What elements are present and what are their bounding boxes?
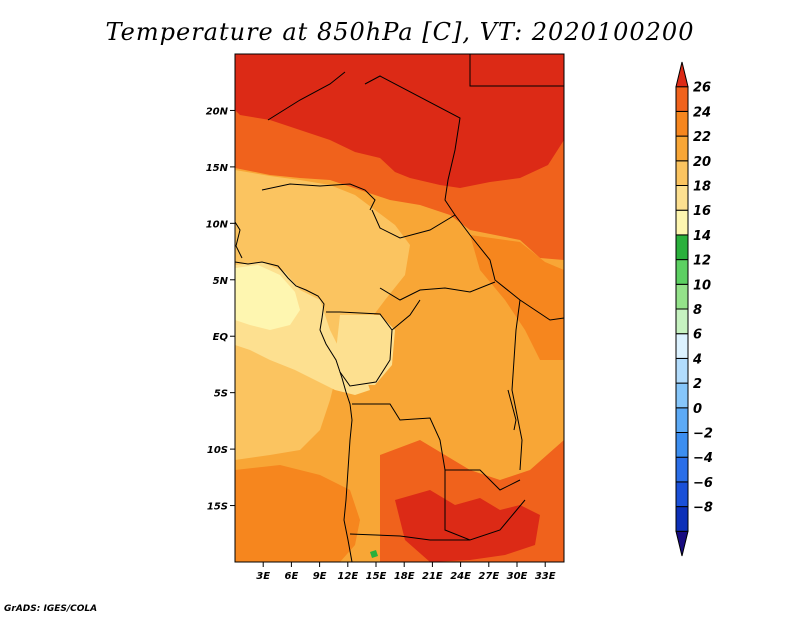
car-border bbox=[371, 209, 521, 301]
colorbar-level-label: 6 bbox=[693, 328, 702, 343]
lat-tick-label: 10N bbox=[206, 219, 229, 230]
colorbar-segment bbox=[675, 160, 689, 187]
car-south-border bbox=[379, 281, 496, 301]
field-south-very-hot bbox=[395, 490, 540, 562]
lon-tick-label: 18E bbox=[394, 571, 415, 582]
colorbar-level-label: −2 bbox=[693, 427, 713, 442]
angola-zambia-border bbox=[444, 470, 526, 541]
colorbar-segment bbox=[675, 530, 689, 557]
colorbar-level-label: 8 bbox=[693, 303, 702, 318]
field-gulf-pale bbox=[235, 265, 300, 330]
colorbar-level-label: −6 bbox=[693, 476, 713, 491]
colorbar-segment bbox=[675, 308, 689, 335]
colorbar-segment bbox=[675, 234, 689, 261]
map-title: Temperature at 850hPa [C], VT: 202010020… bbox=[105, 18, 695, 46]
colorbar-segment bbox=[675, 432, 689, 458]
lat-tick-label: 5S bbox=[214, 389, 228, 400]
field-southwest-orange bbox=[235, 465, 360, 562]
colorbar-segment bbox=[675, 185, 689, 211]
lon-tick-label: 33E bbox=[535, 571, 556, 582]
country-borders bbox=[234, 54, 565, 563]
lon-tick-label: 27E bbox=[478, 571, 499, 582]
lon-tick-label: 30E bbox=[507, 571, 528, 582]
chad-border bbox=[364, 75, 461, 216]
temperature-field bbox=[235, 54, 564, 562]
lon-tick-label: 3E bbox=[256, 571, 270, 582]
field-congo-pale bbox=[335, 315, 395, 385]
colorbar-level-label: 18 bbox=[693, 180, 711, 195]
colorbar-segment bbox=[675, 209, 689, 236]
lon-tick-label: 15E bbox=[366, 571, 387, 582]
lat-tick-label: EQ bbox=[213, 332, 229, 343]
colorbar-segment bbox=[675, 357, 689, 384]
colorbar-segment bbox=[675, 135, 689, 162]
east-africa-border bbox=[519, 299, 565, 321]
west-coastline bbox=[234, 261, 353, 563]
lon-tick-label: 9E bbox=[313, 571, 327, 582]
colorbar-level-label: −8 bbox=[693, 501, 713, 516]
colorbar-segment bbox=[675, 110, 689, 137]
colorbar-level-label: 14 bbox=[693, 229, 711, 244]
latitude-axis: 20N 15N 10N 5N EQ 5S 10S 15S bbox=[206, 106, 235, 513]
colorbar-level-label: 16 bbox=[693, 204, 711, 219]
lat-tick-label: 20N bbox=[206, 106, 229, 117]
grads-credit: GrADS: IGES/COLA bbox=[4, 604, 98, 614]
colorbar-level-label: 26 bbox=[693, 81, 711, 96]
west-coast-lake bbox=[234, 221, 243, 259]
colorbar-segment bbox=[675, 333, 689, 359]
east-lakes-border bbox=[511, 299, 523, 471]
lat-tick-label: 10S bbox=[207, 445, 228, 456]
colorbar-level-label: 12 bbox=[693, 254, 711, 269]
drc-angola-border bbox=[352, 403, 521, 491]
colorbar-segment bbox=[675, 407, 689, 433]
lon-tick-label: 6E bbox=[285, 571, 299, 582]
northeast-border bbox=[469, 54, 564, 87]
colorbar-segment bbox=[675, 382, 689, 409]
namibia-border bbox=[349, 533, 470, 541]
lake-tanganyika-shore bbox=[507, 389, 517, 431]
colorbar-segment bbox=[675, 456, 689, 483]
colorbar-segment bbox=[675, 86, 689, 112]
colorbar-level-label: 10 bbox=[693, 278, 711, 293]
gabon-congo-border bbox=[326, 311, 393, 387]
longitude-axis: 3E 6E 9E 12E 15E 18E 21E 24E 27E 30E 33E bbox=[256, 562, 556, 582]
lat-tick-label: 15N bbox=[206, 163, 229, 174]
field-highland-spot bbox=[370, 550, 378, 558]
colorbar-level-label: −4 bbox=[693, 451, 713, 466]
colorbar-segment bbox=[675, 481, 689, 508]
colorbar-segment bbox=[675, 61, 689, 88]
colorbar-level-label: 24 bbox=[693, 105, 711, 120]
colorbar-segment bbox=[675, 506, 689, 532]
lat-tick-label: 15S bbox=[207, 502, 228, 513]
colorbar-segment bbox=[675, 283, 689, 310]
field-sahara-very-hot bbox=[235, 54, 564, 188]
sahara-border bbox=[267, 71, 346, 121]
colorbar-level-label: 22 bbox=[693, 130, 711, 145]
colorbar-level-label: 2 bbox=[693, 377, 702, 392]
colorbar-segment bbox=[675, 259, 689, 285]
lat-tick-label: 5N bbox=[213, 276, 229, 287]
lon-tick-label: 21E bbox=[422, 571, 443, 582]
colorbar-level-label: 4 bbox=[692, 352, 702, 367]
colorbar-level-label: 0 bbox=[693, 402, 702, 417]
sahel-border bbox=[261, 183, 376, 211]
congo-drc-border bbox=[391, 299, 421, 331]
plot-frame bbox=[234, 53, 565, 563]
colorbar-level-label: 20 bbox=[693, 155, 711, 170]
lon-tick-label: 24E bbox=[450, 571, 471, 582]
lon-tick-label: 12E bbox=[337, 571, 358, 582]
